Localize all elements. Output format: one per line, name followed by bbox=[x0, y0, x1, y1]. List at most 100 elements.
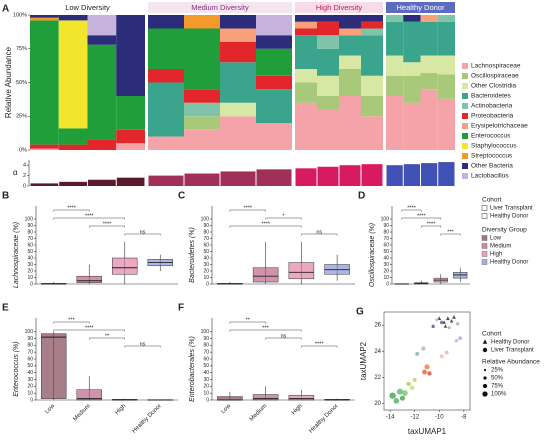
significance-label: *** bbox=[262, 325, 269, 331]
significance-bracket bbox=[89, 337, 125, 340]
legend-label: Streptococcus bbox=[471, 153, 513, 160]
legend-label: 75% bbox=[491, 384, 504, 390]
alpha-bar bbox=[403, 164, 420, 186]
legend-title: Relative Abundance bbox=[482, 359, 540, 366]
abundance-segment bbox=[220, 42, 256, 63]
significance-label: **** bbox=[103, 221, 112, 227]
y-tick-label: 10 bbox=[203, 390, 209, 396]
significance-bracket bbox=[301, 345, 338, 348]
x-tick-label: Medium bbox=[249, 403, 268, 422]
legend-label: Lactobacillus bbox=[471, 173, 509, 180]
significance-label: **** bbox=[407, 205, 416, 211]
y-tick-label: 10 bbox=[203, 275, 209, 281]
legend-label: Actinobacteria bbox=[471, 103, 513, 110]
legend-swatch bbox=[481, 251, 488, 257]
legend-swatch bbox=[481, 243, 488, 249]
panel-label: F bbox=[178, 303, 184, 314]
significance-bracket bbox=[229, 209, 266, 212]
y-tick-label: 20 bbox=[374, 401, 381, 407]
panel-label: G bbox=[356, 307, 364, 318]
significance-bracket bbox=[124, 233, 161, 236]
y-tick-label: 26 bbox=[374, 323, 381, 329]
x-tick-label: -12 bbox=[410, 415, 419, 421]
box bbox=[252, 267, 279, 283]
y-tick-label: 100 bbox=[25, 216, 34, 222]
significance-label: **** bbox=[243, 205, 252, 211]
legend-label: Low bbox=[490, 236, 502, 242]
point bbox=[449, 319, 454, 323]
legend-label: Medium bbox=[490, 244, 511, 250]
abundance-segment bbox=[295, 69, 317, 83]
abundance-segment bbox=[220, 28, 256, 42]
y-tick-label: 50 bbox=[383, 249, 389, 255]
abundance-segment bbox=[58, 128, 88, 145]
alpha-bar bbox=[30, 183, 59, 186]
abundance-segment bbox=[256, 89, 292, 123]
abundance-segment bbox=[148, 28, 184, 69]
x-axis-label: taxUMAP1 bbox=[408, 427, 447, 436]
point bbox=[458, 336, 463, 341]
y-tick-label: 20 bbox=[27, 268, 33, 274]
abundance-segment bbox=[148, 136, 184, 150]
abundance-segment bbox=[403, 15, 421, 22]
abundance-segment bbox=[361, 28, 383, 36]
significance-label: ns bbox=[140, 341, 146, 347]
y-tick-label: 90 bbox=[383, 223, 389, 229]
abundance-segment bbox=[220, 15, 256, 29]
abundance-segment bbox=[420, 89, 438, 150]
y-tick-label: 30 bbox=[383, 262, 389, 268]
abundance-segment bbox=[339, 96, 361, 150]
abundance-segment bbox=[184, 116, 220, 130]
y-tick-label: 20 bbox=[203, 268, 209, 274]
significance-bracket bbox=[301, 233, 338, 236]
significance-bracket bbox=[265, 217, 302, 220]
significance-bracket bbox=[265, 337, 302, 340]
box bbox=[76, 389, 102, 401]
abundance-segment bbox=[184, 102, 220, 117]
point bbox=[452, 315, 456, 319]
legend-swatch bbox=[481, 235, 488, 241]
y-tick-label: 50 bbox=[27, 249, 33, 255]
legend-swatch bbox=[481, 205, 488, 211]
alpha-tick-label: 4 bbox=[23, 163, 26, 169]
legend-swatch bbox=[462, 173, 468, 179]
legend-label: Other Bacteria bbox=[471, 163, 513, 170]
y-tick-label: 90 bbox=[203, 336, 209, 342]
significance-label: **** bbox=[261, 221, 270, 227]
y-tick-label: 30 bbox=[203, 377, 209, 383]
alpha-bar bbox=[438, 162, 455, 186]
legend-label: Bacteroidetes bbox=[471, 93, 511, 100]
point bbox=[421, 346, 426, 351]
abundance-segment bbox=[317, 21, 339, 36]
y-axis-label: Oscillospiraceae (%) bbox=[369, 223, 376, 287]
legend-label: Proteobacteria bbox=[471, 113, 514, 120]
significance-label: * bbox=[282, 213, 285, 219]
abundance-segment bbox=[437, 74, 455, 99]
legend-label: Erysipelotrichaceae bbox=[471, 123, 528, 130]
abundance-segment bbox=[317, 75, 339, 96]
legend-swatch bbox=[462, 83, 468, 89]
y-tick-label: 80 bbox=[27, 229, 33, 235]
y-tick-label: 60 bbox=[203, 242, 209, 248]
y-tick-label: 90 bbox=[27, 223, 33, 229]
abundance-segment bbox=[148, 15, 184, 29]
panel-label: B bbox=[2, 191, 9, 202]
y-axis-label: Relative Abundance bbox=[4, 46, 13, 118]
legend-swatch bbox=[481, 259, 488, 265]
legend-marker bbox=[482, 347, 488, 353]
y-axis-label: Enterobacterales (%) bbox=[189, 336, 196, 402]
significance-label: **** bbox=[427, 221, 436, 227]
alpha-bar bbox=[116, 177, 145, 186]
legend-swatch bbox=[481, 213, 488, 219]
y-tick-label: 0 bbox=[206, 281, 209, 287]
point bbox=[422, 369, 427, 375]
significance-bracket bbox=[53, 209, 90, 212]
y-tick-label: 80 bbox=[203, 343, 209, 349]
significance-bracket bbox=[53, 329, 125, 332]
abundance-segment bbox=[437, 21, 455, 56]
abundance-segment bbox=[295, 35, 317, 69]
point bbox=[412, 377, 417, 382]
point bbox=[435, 318, 439, 322]
alpha-tick-label: 0 bbox=[23, 183, 26, 189]
abundance-segment bbox=[317, 15, 339, 22]
